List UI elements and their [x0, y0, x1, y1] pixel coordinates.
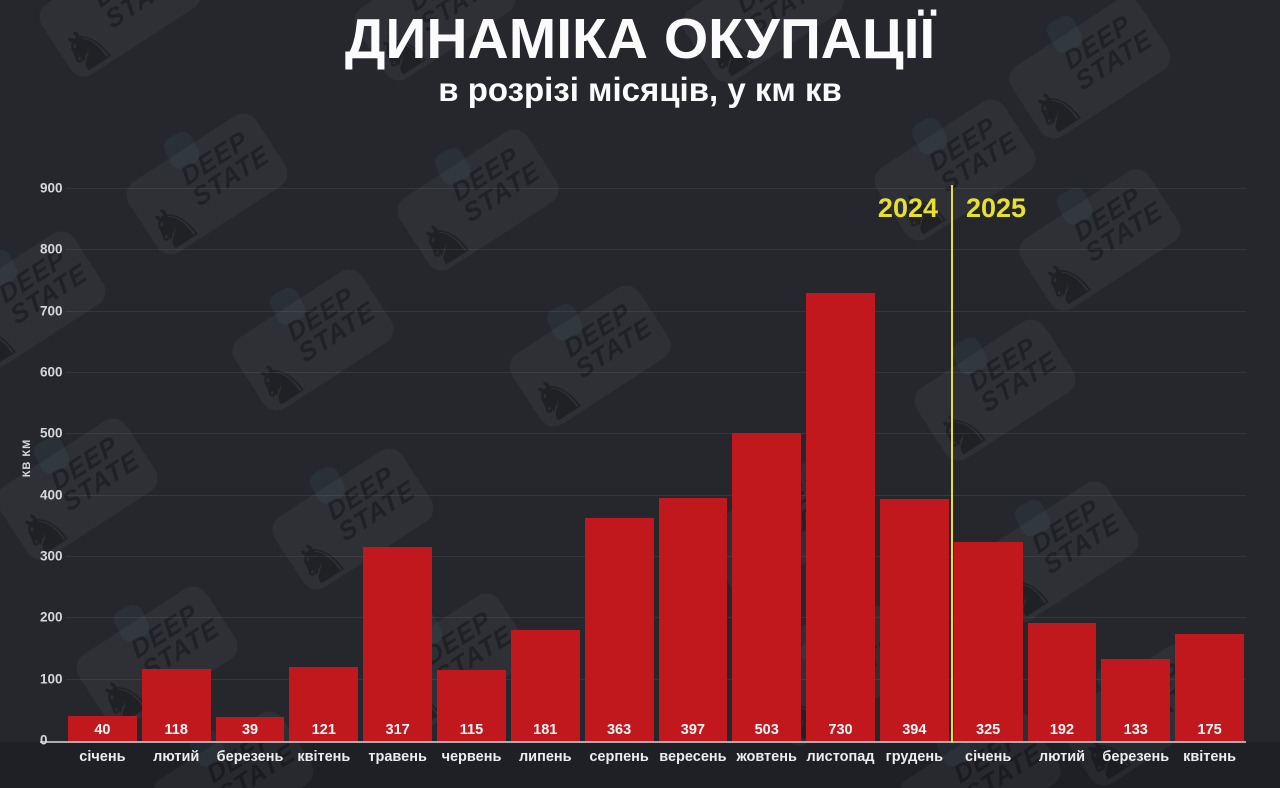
- x-axis-labels: січень лютий березень квітень травень червень…: [66, 747, 1246, 767]
- bar-3-квітень: 121: [289, 666, 359, 741]
- bar-value: 363: [606, 722, 632, 738]
- bar-1-лютий: 118: [141, 668, 211, 741]
- month-label-4: травень: [368, 749, 427, 765]
- y-tick-800: 800: [40, 241, 63, 257]
- gridline-100: [66, 678, 1246, 680]
- chart-header: ДИНАМІКА ОКУПАЦІЇ в розрізі місяців, у к…: [0, 7, 1280, 108]
- chart-title: ДИНАМІКА ОКУПАЦІЇ: [344, 7, 936, 71]
- bar-value: 397: [680, 722, 705, 738]
- month-label-10: листопад: [806, 749, 875, 765]
- bar-value: 121: [311, 722, 336, 738]
- gridline-800: [66, 249, 1246, 251]
- month-label-7: серпень: [589, 749, 649, 765]
- gridline-700: [66, 310, 1246, 312]
- bar-9-жовтень: 503: [732, 432, 802, 741]
- bar-column-0: 40: [68, 189, 137, 741]
- month-label-15: квітень: [1183, 749, 1237, 765]
- y-tick-200: 200: [40, 609, 63, 625]
- bar-14-березень: 133: [1101, 659, 1171, 741]
- bar-column-6: 181: [510, 189, 580, 741]
- bar-column-8: 397: [658, 189, 728, 741]
- bar-column-5: 115: [437, 189, 506, 741]
- month-label-2: березень: [216, 749, 284, 765]
- bar-15-квітень: 175: [1175, 633, 1244, 741]
- bar-value: 133: [1123, 722, 1148, 738]
- y-tick-0: 0: [40, 732, 48, 748]
- month-label-11: грудень: [885, 749, 944, 765]
- bar-value: 325: [976, 722, 1001, 738]
- month-label-5: червень: [441, 749, 502, 765]
- bar-8-вересень: 397: [658, 497, 728, 741]
- bar-6-липень: 181: [510, 630, 580, 741]
- bar-column-14: 133: [1101, 189, 1171, 741]
- gridline-300: [66, 556, 1246, 557]
- bar-value: 40: [94, 722, 111, 738]
- bar-column-4: 317: [363, 189, 433, 741]
- bar-value: 394: [902, 722, 927, 738]
- gridline-400: [66, 494, 1246, 496]
- chart-subtitle: в розрізі місяців, у км кв: [438, 70, 842, 108]
- bar-column-1: 118: [141, 189, 211, 741]
- bar-7-серпень: 363: [584, 518, 654, 741]
- gridline-600: [66, 372, 1246, 373]
- bar-value: 175: [1197, 722, 1222, 738]
- bar-value: 39: [241, 722, 259, 738]
- plot-area: 40 118 39 121 317 115 181 363 397 503 730 394 325 192…: [40, 185, 1246, 743]
- bar-column-9: 503: [732, 189, 802, 741]
- bar-11-грудень: 394: [879, 499, 949, 741]
- year-label-2025: 2025: [966, 193, 1027, 223]
- y-tick-100: 100: [40, 671, 63, 687]
- month-label-14: березень: [1102, 749, 1170, 765]
- month-label-8: вересень: [659, 749, 727, 765]
- gridline-900: [66, 188, 1246, 189]
- bar-column-13: 192: [1027, 189, 1097, 741]
- bar-5-червень: 115: [437, 670, 506, 741]
- bar-value: 192: [1049, 722, 1075, 738]
- bar-column-2: 39: [215, 189, 285, 741]
- month-label-1: лютий: [153, 749, 200, 765]
- month-label-6: липень: [518, 749, 572, 765]
- bars: 40 118 39 121 317 115 181 363 397 503 730 394 325 192…: [66, 189, 1246, 741]
- y-axis-tick-labels: 0 100 200 300 400 500 600 700 800 900: [40, 181, 80, 748]
- month-label-9: жовтень: [736, 749, 797, 765]
- bar-value: 118: [164, 722, 188, 738]
- year-label-2024: 2024: [877, 193, 938, 223]
- bar-value: 503: [754, 722, 779, 738]
- year-divider-line: [951, 185, 953, 743]
- y-tick-600: 600: [40, 364, 63, 380]
- bar-10-листопад: 730: [806, 293, 875, 741]
- bar-column-15: 175: [1175, 189, 1244, 741]
- month-label-13: лютий: [1038, 749, 1086, 765]
- bar-column-3: 121: [289, 189, 359, 741]
- bar-13-лютий: 192: [1027, 623, 1097, 741]
- y-axis-title: КВ КМ: [21, 438, 33, 478]
- month-label-0: січень: [79, 749, 126, 765]
- bar-value: 181: [533, 722, 558, 738]
- x-axis-footer-strip: [0, 742, 1280, 788]
- gridline-200: [66, 617, 1246, 619]
- y-tick-900: 900: [40, 180, 63, 196]
- bar-value: 730: [828, 722, 853, 738]
- y-tick-700: 700: [40, 303, 63, 319]
- y-tick-300: 300: [40, 548, 63, 564]
- bar-4-травень: 317: [363, 546, 433, 741]
- bar-0-січень: 40: [68, 716, 137, 741]
- bar-value: 317: [385, 722, 410, 738]
- y-tick-500: 500: [40, 425, 63, 441]
- bar-column-12: 325: [953, 189, 1023, 741]
- bar-column-7: 363: [584, 189, 654, 741]
- month-label-3: квітень: [297, 749, 351, 765]
- bar-column-11: 394: [879, 189, 949, 741]
- y-tick-400: 400: [40, 487, 63, 503]
- bar-2-березень: 39: [215, 717, 285, 741]
- gridline-500: [66, 433, 1246, 435]
- month-label-12: січень: [965, 749, 1012, 765]
- x-axis-line: [40, 741, 1246, 743]
- bar-column-10: 730: [806, 189, 875, 741]
- bar-value: 115: [459, 722, 484, 738]
- bar-12-січень: 325: [953, 541, 1023, 741]
